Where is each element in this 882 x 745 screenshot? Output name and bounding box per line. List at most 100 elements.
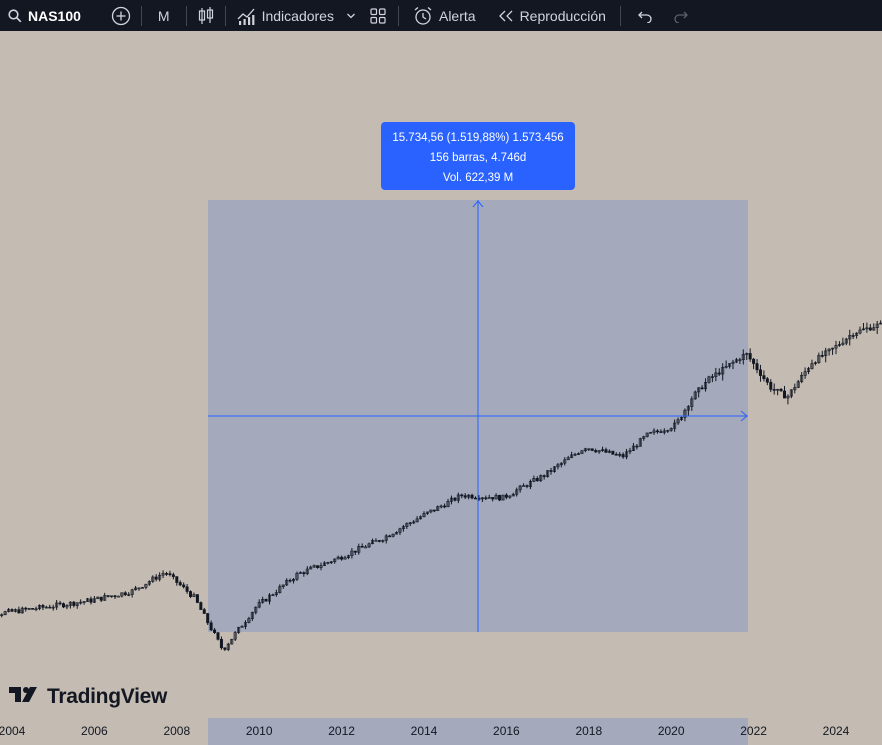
candle-body: [515, 489, 519, 495]
candle-body: [20, 607, 24, 614]
candle-body: [216, 632, 220, 640]
candle-body: [590, 448, 594, 451]
candle-body: [690, 398, 694, 407]
candle-body: [875, 323, 879, 328]
redo-button[interactable]: [667, 0, 695, 31]
time-axis-tick: 2018: [575, 724, 603, 738]
replay-button[interactable]: Reproducción: [484, 0, 614, 31]
time-axis-tick: 2016: [493, 724, 520, 738]
indicators-button[interactable]: Indicadores: [228, 0, 342, 31]
tradingview-logo-text: TradingView: [47, 684, 168, 708]
indicators-dropdown[interactable]: [342, 0, 360, 31]
candle-body: [165, 573, 169, 575]
candle-body: [532, 478, 536, 482]
time-axis-tick: 2004: [0, 724, 26, 738]
candle-body: [61, 603, 65, 608]
candle-body: [185, 586, 189, 592]
candle-body: [607, 450, 611, 453]
toolbar-divider: [619, 5, 621, 26]
candle-body: [645, 432, 649, 437]
symbol-search[interactable]: NAS100: [0, 0, 89, 31]
candle-body: [655, 430, 659, 433]
undo-button[interactable]: [623, 0, 667, 31]
candle-body: [628, 450, 632, 453]
search-icon: [8, 8, 22, 23]
top-toolbar: NAS100 M Indicadores Alerta: [0, 0, 882, 31]
layout-button[interactable]: [360, 0, 396, 31]
candle-body: [243, 622, 247, 627]
candle-body: [686, 406, 690, 411]
alert-button[interactable]: Alerta: [401, 0, 484, 31]
time-axis-tick: 2012: [328, 724, 355, 738]
candle-body: [44, 606, 48, 609]
candle-body: [295, 572, 299, 580]
candle-body: [189, 591, 193, 597]
candle-body: [508, 495, 512, 498]
candle-body: [594, 450, 598, 453]
candle-body: [659, 431, 663, 433]
candle-body: [467, 494, 471, 498]
candle-body: [250, 612, 254, 619]
candle-body: [79, 601, 83, 604]
time-axis-tick: 2008: [163, 724, 191, 738]
candle-body: [625, 451, 629, 458]
candle-body: [817, 355, 821, 363]
candle-body: [470, 494, 474, 499]
candle-body: [724, 365, 728, 368]
measure-change-text: 15.734,56 (1.519,88%) 1.573.456: [392, 132, 564, 144]
candle-body: [336, 556, 340, 560]
candle-body: [92, 598, 96, 603]
candle-body: [10, 609, 14, 612]
candle-body: [31, 608, 35, 610]
candle-body: [522, 485, 526, 487]
candle-body: [319, 565, 323, 568]
candle-body: [158, 574, 162, 580]
symbol-label: NAS100: [28, 7, 81, 24]
candle-body: [364, 546, 368, 549]
candle-body: [34, 608, 38, 611]
candle-body: [55, 602, 59, 608]
candle-body: [449, 497, 453, 502]
candle-body: [638, 438, 642, 447]
interval-button[interactable]: M: [144, 0, 184, 31]
candle-body: [539, 475, 543, 482]
price-chart[interactable]: [0, 37, 882, 718]
candle-body: [422, 513, 426, 518]
candle-body: [395, 532, 399, 535]
candle-body: [412, 521, 416, 524]
candle-body: [439, 505, 443, 508]
measure-volume-text: Vol. 622,39 M: [442, 172, 514, 184]
candle-body: [17, 609, 21, 614]
candle-body: [240, 626, 244, 628]
tradingview-logo[interactable]: TradingView: [8, 684, 167, 709]
candle-body: [837, 344, 841, 346]
candle-body: [72, 601, 76, 606]
candle-body: [199, 602, 203, 610]
candle-body: [195, 594, 199, 603]
candle-body: [484, 497, 488, 500]
candle-body: [326, 562, 330, 564]
candle-body: [340, 556, 344, 560]
candle-body: [13, 609, 17, 612]
candle-body: [487, 497, 491, 499]
candle-body: [401, 526, 405, 530]
candle-body: [374, 540, 378, 542]
candle-body: [147, 581, 151, 585]
candle-body: [432, 509, 436, 512]
candle-body: [86, 598, 90, 602]
candle-body: [480, 497, 484, 500]
candle-body: [271, 594, 275, 597]
chart-type-button[interactable]: [189, 0, 223, 31]
compare-button[interactable]: [103, 0, 139, 31]
candle-body: [405, 523, 409, 527]
candle-body: [504, 494, 508, 498]
candle-body: [762, 375, 766, 379]
candle-body: [824, 350, 828, 357]
candle-body: [820, 355, 824, 357]
candle-body: [350, 550, 354, 557]
time-axis[interactable]: 2004 2006 2008 2010 2012 2014 2016 2018 2020 2022…: [0, 718, 882, 745]
time-axis-tick: 2006: [81, 724, 108, 738]
measure-bars-text: 156 barras, 4.746d: [429, 152, 527, 164]
candle-body: [456, 494, 460, 501]
candle-body: [309, 566, 313, 570]
